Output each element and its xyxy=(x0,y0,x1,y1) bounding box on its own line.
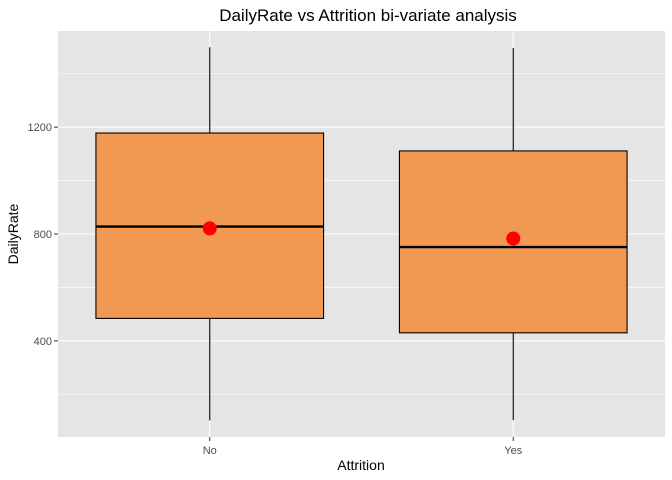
box-no xyxy=(95,47,325,421)
x-tick-label: Yes xyxy=(504,445,522,457)
y-tick-label: 1200 xyxy=(28,122,52,134)
x-axis-title: Attrition xyxy=(337,457,384,473)
y-tick-label: 800 xyxy=(34,229,52,241)
axis-layer: 400 800 1200 No Yes xyxy=(28,122,523,457)
x-tick-label: No xyxy=(203,445,217,457)
y-axis-title: DailyRate xyxy=(5,203,21,264)
box-yes xyxy=(398,48,628,421)
mean-point xyxy=(506,231,521,246)
box-layer xyxy=(95,47,628,421)
y-tick-label: 400 xyxy=(34,336,52,348)
mean-point xyxy=(202,221,217,236)
chart-title: DailyRate vs Attrition bi-variate analys… xyxy=(219,6,517,25)
